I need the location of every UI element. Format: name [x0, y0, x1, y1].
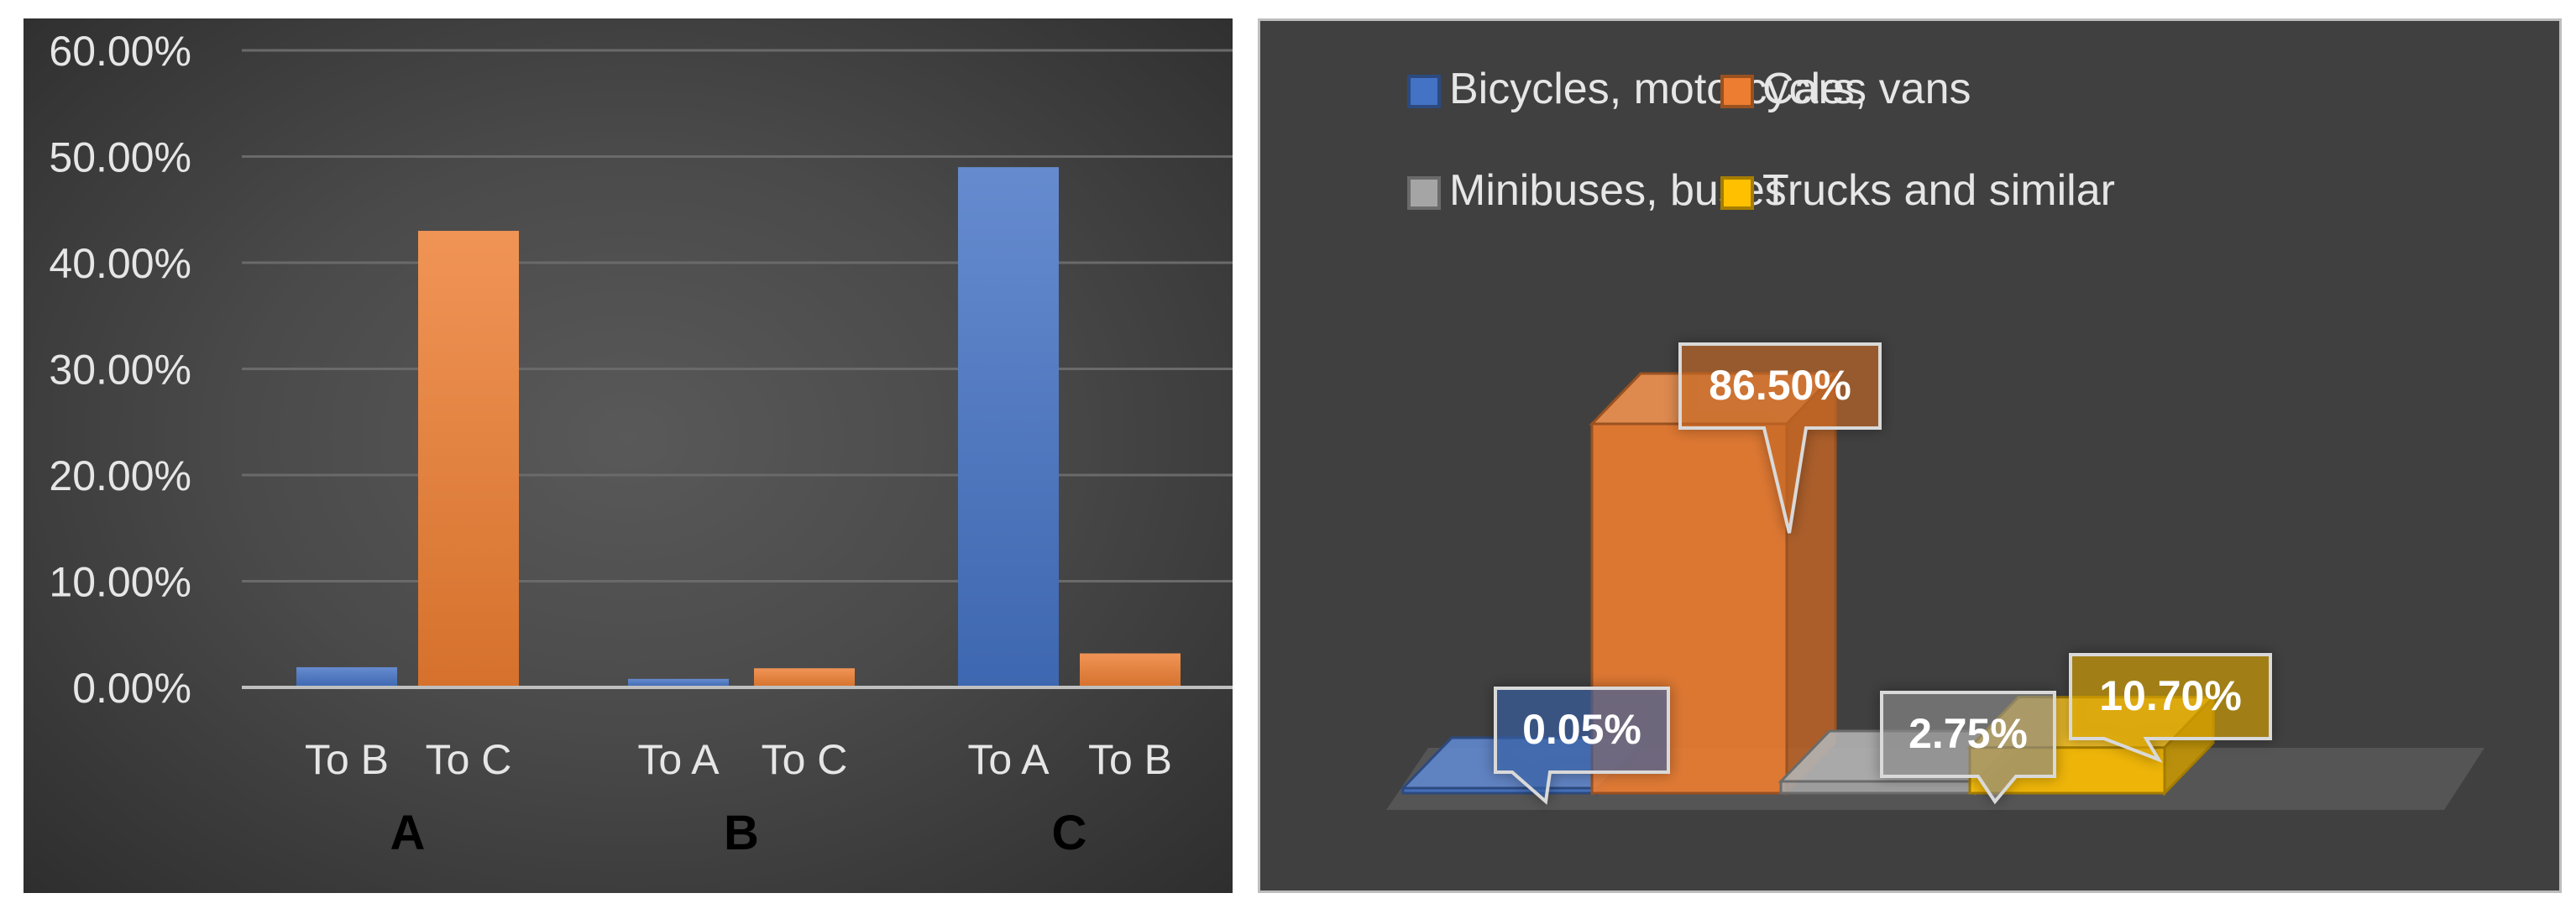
category-label: To B: [305, 736, 389, 783]
group-label: A: [390, 806, 426, 860]
legend-swatch: [1720, 75, 1754, 108]
y-tick-label: 50.00%: [49, 134, 191, 181]
data-callout: [2069, 653, 2272, 763]
bar-A-to-c: [418, 231, 519, 687]
category-label: To A: [637, 736, 720, 783]
left-chart-panel: 0.00% 10.00% 20.00% 30.00% 40.00% 50.00% 60.00…: [24, 18, 1233, 893]
bar-C-to-a: [958, 167, 1059, 687]
data-callout: [1494, 687, 1670, 805]
data-label: 10.70%: [2099, 672, 2242, 719]
data-label: 86.50%: [1709, 362, 1851, 409]
bar-C-to-b: [1080, 653, 1181, 687]
data-callout: [1880, 691, 2056, 805]
bar-B-to-a: [628, 678, 729, 687]
bar-B-to-c: [754, 668, 855, 687]
legend-label: Trucks and similar: [1762, 166, 2115, 215]
callout-box: [2069, 653, 2272, 763]
y-tick-label: 30.00%: [49, 347, 191, 394]
y-tick-label: 20.00%: [49, 452, 191, 499]
legend-swatch: [1407, 176, 1441, 210]
group-label: C: [1052, 806, 1087, 860]
data-label: 0.05%: [1522, 706, 1641, 753]
y-tick-label: 40.00%: [49, 240, 191, 287]
category-label: To A: [967, 736, 1050, 783]
y-tick-label: 0.00%: [72, 665, 191, 712]
y-tick-label: 60.00%: [49, 28, 191, 75]
category-label: To C: [762, 736, 848, 783]
legend-swatch: [1720, 176, 1754, 210]
group-label: B: [724, 806, 759, 860]
callout-box: [1494, 687, 1670, 805]
left-chart-svg: 0.00% 10.00% 20.00% 30.00% 40.00% 50.00% 60.00…: [49, 28, 1233, 860]
category-label: To B: [1088, 736, 1172, 783]
legend-label: Bicycles, motorcycles: [1449, 65, 1867, 113]
callout-box: [1880, 691, 2056, 805]
category-label: To C: [426, 736, 512, 783]
y-tick-label: 10.00%: [49, 559, 191, 606]
data-callout: [1678, 342, 1882, 534]
legend-swatch: [1407, 75, 1441, 108]
data-label: 2.75%: [1908, 710, 2028, 757]
bar-cars: [1590, 422, 1788, 795]
bar-minibuses: [1779, 780, 1977, 795]
bar-A-to-b: [296, 666, 397, 687]
legend-label: Cars, vans: [1762, 65, 1971, 113]
right-chart-panel: Bicycles, motorcycles Cars, vans Minibuses…: [1258, 18, 2562, 893]
callout-box: [1678, 342, 1882, 534]
